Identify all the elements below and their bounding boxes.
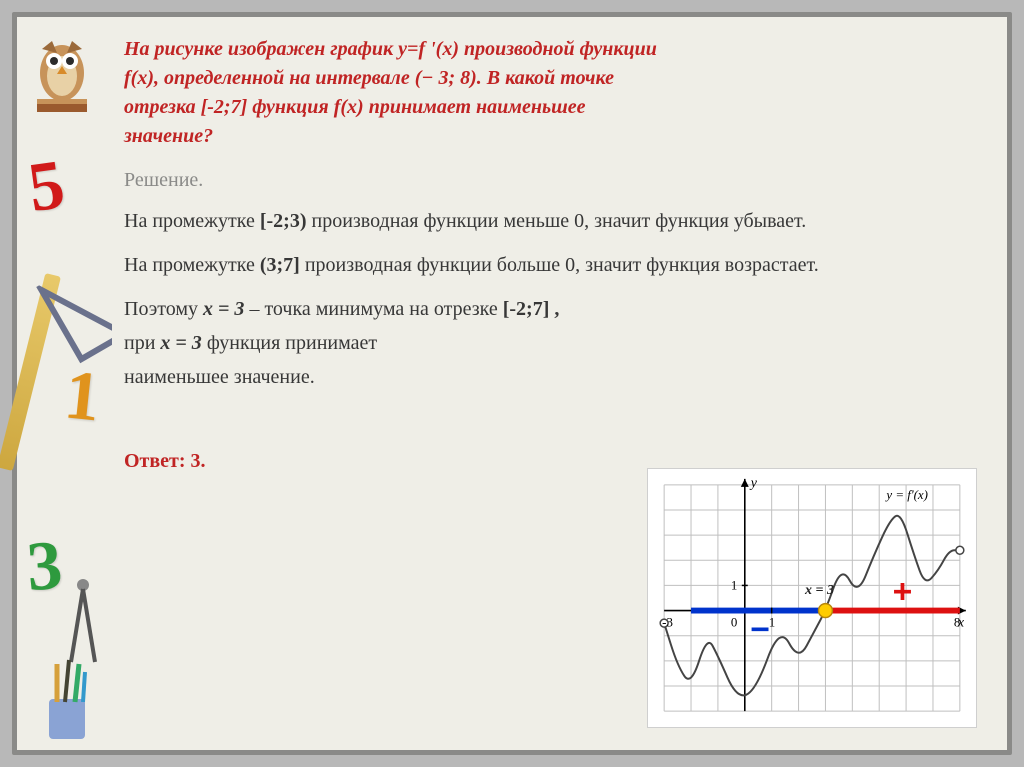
p2-a: На промежутке (124, 254, 260, 276)
p3-c: – точка минимума на отрезке (244, 298, 502, 320)
p4-c: функция принимает (202, 332, 377, 354)
x-equals-3-label: x = 3 (805, 583, 834, 599)
svg-text:0: 0 (731, 615, 737, 629)
p2-c: производная функции больше 0, значит фун… (300, 254, 819, 276)
problem-line2: f(x), определенной на интервале (− 3; 8)… (124, 67, 614, 89)
solution-p4: при x = 3 функция принимает (124, 328, 977, 358)
decorative-rail: 5 1 3 (17, 17, 112, 750)
problem-line1: На рисунке изображен график y=f '(x) про… (124, 38, 657, 60)
svg-text:1: 1 (731, 578, 737, 592)
decorative-digit-1: 1 (61, 355, 104, 438)
solution-p1: На промежутке [-2;3) производная функции… (124, 206, 977, 236)
solution-p2: На промежутке (3;7] производная функции … (124, 250, 977, 280)
stationery-cup-icon (27, 654, 107, 744)
svg-text:y = f'(x): y = f'(x) (884, 488, 928, 502)
derivative-chart: yx01-381y = f'(x)+− x = 3 (647, 468, 977, 728)
decorative-digit-3: 3 (24, 526, 64, 608)
svg-text:+: + (893, 573, 913, 611)
solution-heading: Решение. (124, 169, 977, 192)
owl-icon (27, 31, 97, 116)
solution-p5: наименьшее значение. (124, 362, 977, 392)
svg-text:-3: -3 (662, 615, 673, 629)
p2-b: (3;7] (260, 254, 300, 276)
solution-p3: Поэтому x = 3 – точка минимума на отрезк… (124, 294, 977, 324)
svg-text:y: y (749, 476, 758, 491)
problem-line3: отрезка [-2;7] функция f(x) принимает на… (124, 96, 586, 118)
decorative-digit-5: 5 (24, 145, 70, 229)
p1-b: [-2;3) (260, 210, 307, 232)
p4-a: при (124, 332, 160, 354)
p4-b: x = 3 (160, 332, 201, 354)
presentation-frame: 5 1 3 На рисунке изображен график y=f '(… (12, 12, 1012, 755)
slide-content: На рисунке изображен график y=f '(x) про… (112, 17, 1007, 750)
p3-d: [-2;7] , (503, 298, 560, 320)
problem-statement: На рисунке изображен график y=f '(x) про… (124, 35, 977, 151)
p3-b: x = 3 (203, 298, 244, 320)
p1-a: На промежутке (124, 210, 260, 232)
svg-text:8: 8 (954, 615, 960, 629)
answer: Ответ: 3. (124, 450, 206, 473)
problem-line4: значение? (124, 125, 213, 147)
svg-text:−: − (750, 610, 770, 648)
p3-a: Поэтому (124, 298, 203, 320)
p1-c: производная функции меньше 0, значит фун… (306, 210, 806, 232)
